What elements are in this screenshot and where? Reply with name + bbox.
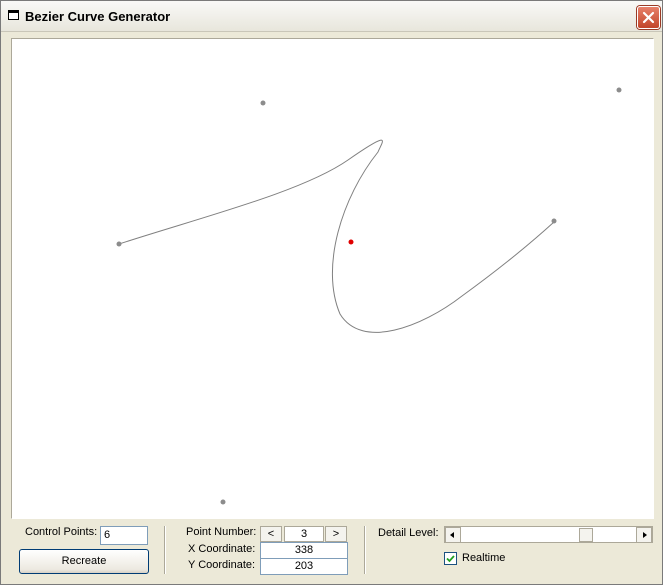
control-point-selected[interactable]: [348, 239, 354, 245]
close-button[interactable]: [637, 6, 660, 29]
bezier-curve: [118, 139, 555, 333]
window-icon: [8, 10, 19, 20]
x-coordinate-input[interactable]: 338: [260, 542, 348, 559]
slider-thumb[interactable]: [579, 528, 593, 542]
detail-level-label: Detail Level:: [378, 527, 439, 539]
control-points-label: Control Points:: [25, 526, 98, 538]
point-number-display: 3: [284, 526, 324, 542]
control-point[interactable]: [220, 499, 226, 505]
y-coordinate-input[interactable]: 203: [260, 558, 348, 575]
window-title: Bezier Curve Generator: [25, 9, 171, 24]
y-coordinate-label: Y Coordinate:: [188, 559, 256, 571]
arrow-right-icon: [643, 532, 647, 538]
detail-level-slider[interactable]: [444, 526, 653, 543]
realtime-checkbox[interactable]: [444, 552, 457, 565]
recreate-button[interactable]: Recreate: [19, 549, 149, 574]
point-number-label: Point Number:: [186, 526, 257, 538]
title-bar[interactable]: Bezier Curve Generator: [1, 1, 662, 32]
prev-point-button[interactable]: <: [260, 526, 282, 542]
control-point[interactable]: [116, 241, 122, 247]
separator: [364, 526, 366, 574]
close-icon: [642, 11, 655, 24]
slider-right-button[interactable]: [636, 527, 652, 543]
checkmark-icon: [446, 555, 455, 563]
next-point-button[interactable]: >: [325, 526, 347, 542]
arrow-left-icon: [450, 532, 454, 538]
control-point[interactable]: [616, 87, 622, 93]
separator: [164, 526, 166, 574]
control-point[interactable]: [260, 100, 266, 106]
control-point[interactable]: [551, 218, 557, 224]
slider-left-button[interactable]: [445, 527, 461, 543]
control-points-input[interactable]: 6: [100, 526, 148, 545]
realtime-label: Realtime: [462, 552, 506, 564]
x-coordinate-label: X Coordinate:: [188, 543, 256, 555]
drawing-canvas[interactable]: [11, 38, 654, 519]
